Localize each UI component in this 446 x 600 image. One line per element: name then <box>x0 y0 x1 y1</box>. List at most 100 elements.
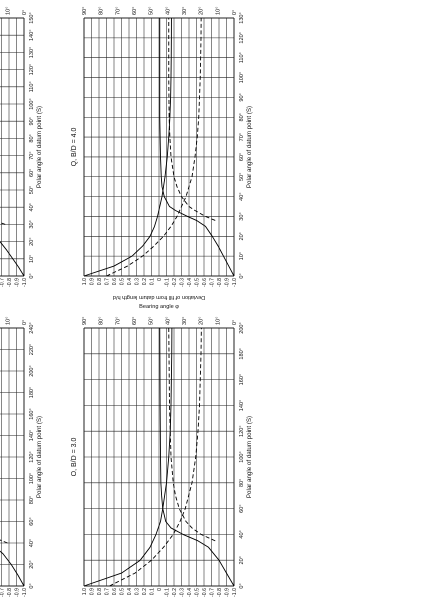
x-tick-label: 60° <box>29 517 35 525</box>
y2-tick-label: 10° <box>215 7 221 15</box>
y-tick-label: -0.1 <box>165 278 171 287</box>
chart-p: 0° 10° 20° 30° 40° 50° 60° 70° 80° 90° 100° 110° 120… <box>0 7 43 287</box>
y-tick-label: -0.1 <box>165 588 171 597</box>
x-tick-label: 30° <box>29 220 35 228</box>
x-tick-label: 80° <box>29 134 35 142</box>
x-tick-label: 10° <box>29 255 35 263</box>
x-tick-label: 150° <box>29 12 35 24</box>
x-axis-label: Polar angle of datum point (S) <box>246 416 253 498</box>
y2-tick-label: 40° <box>165 7 171 15</box>
y2-tick-label: 40° <box>165 317 171 325</box>
y-tick-label: 0.5 <box>120 588 126 595</box>
chart-title: Q, B/D = 4.0 <box>71 128 78 167</box>
x-tick-label: 200° <box>239 322 245 334</box>
y-tick-label: -0.8 <box>217 588 223 597</box>
y-tick-label: 0.2 <box>142 278 148 285</box>
x-tick-label: 90° <box>239 93 245 101</box>
x-tick-label: 20° <box>239 232 245 240</box>
x-tick-label: 120° <box>239 32 245 44</box>
x-tick-label: 0° <box>239 583 245 588</box>
y-tick-label: 0.3 <box>135 278 141 285</box>
y-tick-label: -0.2 <box>172 278 178 287</box>
x-tick-label: 60° <box>239 153 245 161</box>
y-tick-label: -0.5 <box>195 278 201 287</box>
y-tick-label: -0.9 <box>15 588 21 597</box>
x-tick-label: 80° <box>239 113 245 121</box>
y2-tick-label: 70° <box>115 317 121 325</box>
series-line-3 <box>168 327 216 542</box>
y2-tick-label: 20° <box>199 7 205 15</box>
x-tick-label: 160° <box>239 374 245 386</box>
y-tick-label: -1.0 <box>232 278 238 287</box>
x-tick-label: 90° <box>29 117 35 125</box>
series-line-2 <box>159 18 235 277</box>
x-tick-label: 0° <box>239 273 245 278</box>
x-tick-label: 140° <box>29 29 35 41</box>
y-tick-label: -1.0 <box>22 278 28 287</box>
y-tick-label: -0.9 <box>225 278 231 287</box>
x-tick-label: 20° <box>239 556 245 564</box>
y2-tick-label: 90° <box>82 7 88 15</box>
y2-tick-label: 0° <box>22 320 28 325</box>
x-tick-label: 40° <box>239 530 245 538</box>
y2-tick-label: 10° <box>215 317 221 325</box>
x-tick-label: 240° <box>29 322 35 334</box>
y-tick-label: 0.8 <box>97 588 103 595</box>
y2-tick-label: 0° <box>22 10 28 15</box>
x-tick-label: 40° <box>239 192 245 200</box>
chart-o: 0° 20° 40° 60° 80° 100° 120° 140° 160° 180° 200° 1.… <box>71 304 253 597</box>
grid <box>0 17 25 277</box>
x-axis-label: Polar angle of datum point (S) <box>36 106 43 188</box>
y2-tick-label: 70° <box>115 7 121 15</box>
series-line-2 <box>0 328 25 587</box>
y-tick-label: 0.4 <box>127 588 133 595</box>
x-tick-label: 100° <box>29 98 35 110</box>
grid <box>0 327 25 587</box>
y-tick-label: 0.9 <box>90 278 96 285</box>
x-tick-label: 160° <box>29 408 35 420</box>
y-tick-label: -0.8 <box>7 588 13 597</box>
x-tick-label: 130° <box>239 12 245 24</box>
x-tick-label: 120° <box>239 425 245 437</box>
y-tick-label: -1.0 <box>22 588 28 597</box>
x-tick-label: 120° <box>29 64 35 76</box>
x-tick-label: 120° <box>29 451 35 463</box>
x-tick-label: 80° <box>29 496 35 504</box>
y-tick-label: -0.3 <box>180 588 186 597</box>
y-tick-label: 0.5 <box>120 278 126 285</box>
y2-axis-label: Bearing angle φ <box>139 304 179 310</box>
x-tick-label: 110° <box>29 81 35 92</box>
y2-tick-label: 80° <box>99 7 105 15</box>
series-line-0 <box>83 17 172 277</box>
y-tick-label: -0.7 <box>0 588 6 597</box>
x-tick-label: 70° <box>29 151 35 159</box>
y-tick-label: -0.6 <box>202 588 208 597</box>
y-tick-label: -0.4 <box>187 278 193 287</box>
x-tick-label: 130° <box>29 47 35 59</box>
y-tick-label: -0.9 <box>225 588 231 597</box>
x-tick-label: 10° <box>239 252 245 260</box>
x-tick-label: 100° <box>29 473 35 485</box>
x-tick-label: 0° <box>29 273 35 278</box>
y-tick-label: -0.7 <box>210 588 216 597</box>
series-line-1 <box>109 327 202 587</box>
x-tick-label: 100° <box>239 72 245 84</box>
y2-tick-label: 80° <box>99 317 105 325</box>
x-tick-label: 40° <box>29 203 35 211</box>
y-tick-label: -0.8 <box>217 278 223 287</box>
x-tick-label: 140° <box>29 430 35 442</box>
chart-n: 0° 20° 40° 60° 80° 100° 120° 140° 160° 180° 200° 22… <box>0 317 43 597</box>
y-tick-label: -1.0 <box>232 588 238 597</box>
y2-tick-label: 30° <box>182 7 188 15</box>
y-tick-label: 0.4 <box>127 278 133 285</box>
y-tick-label: 0.6 <box>112 278 118 285</box>
x-tick-label: 180° <box>29 387 35 399</box>
x-axis-label: Polar angle of datum point (S) <box>36 416 43 498</box>
y-tick-label: 0.1 <box>150 588 156 595</box>
y2-tick-label: 60° <box>132 7 138 15</box>
x-tick-label: 70° <box>239 133 245 141</box>
chart-title: O, B/D = 3.0 <box>71 438 78 477</box>
y-tick-label: -0.7 <box>210 278 216 287</box>
x-tick-label: 60° <box>29 169 35 177</box>
